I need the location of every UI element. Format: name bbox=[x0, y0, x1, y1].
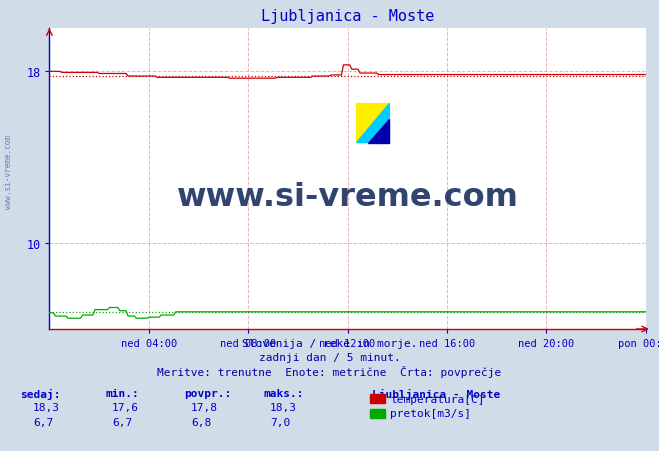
Text: www.si-vreme.com: www.si-vreme.com bbox=[4, 134, 13, 208]
Text: sedaj:: sedaj: bbox=[20, 388, 60, 399]
Text: maks.:: maks.: bbox=[264, 388, 304, 398]
Text: povpr.:: povpr.: bbox=[185, 388, 232, 398]
Text: 17,8: 17,8 bbox=[191, 402, 218, 412]
Text: Slovenija / reke in morje.: Slovenija / reke in morje. bbox=[242, 338, 417, 348]
Text: Meritve: trenutne  Enote: metrične  Črta: povprečje: Meritve: trenutne Enote: metrične Črta: … bbox=[158, 365, 501, 377]
Text: min.:: min.: bbox=[105, 388, 139, 398]
Text: temperatura[C]: temperatura[C] bbox=[390, 394, 484, 404]
Text: 6,7: 6,7 bbox=[112, 417, 132, 427]
Text: 6,8: 6,8 bbox=[191, 417, 212, 427]
Polygon shape bbox=[357, 104, 389, 143]
Text: 6,7: 6,7 bbox=[33, 417, 53, 427]
Text: Ljubljanica - Moste: Ljubljanica - Moste bbox=[372, 388, 501, 399]
Text: 18,3: 18,3 bbox=[33, 402, 60, 412]
Text: 18,3: 18,3 bbox=[270, 402, 297, 412]
Polygon shape bbox=[368, 120, 389, 143]
Title: Ljubljanica - Moste: Ljubljanica - Moste bbox=[261, 9, 434, 24]
Text: pretok[m3/s]: pretok[m3/s] bbox=[390, 408, 471, 418]
Text: www.si-vreme.com: www.si-vreme.com bbox=[177, 182, 519, 213]
Polygon shape bbox=[357, 104, 389, 143]
Text: 17,6: 17,6 bbox=[112, 402, 139, 412]
Text: 7,0: 7,0 bbox=[270, 417, 291, 427]
Text: zadnji dan / 5 minut.: zadnji dan / 5 minut. bbox=[258, 352, 401, 362]
